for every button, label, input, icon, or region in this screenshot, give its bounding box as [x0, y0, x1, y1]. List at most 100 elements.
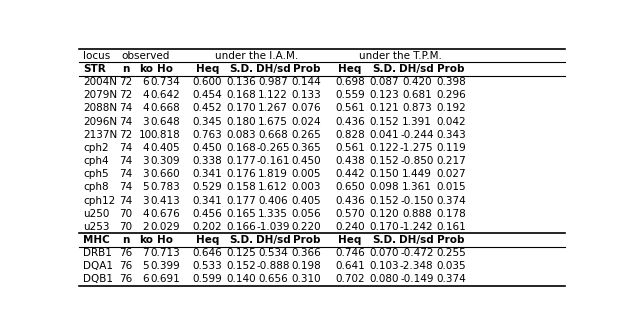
Text: 0.746: 0.746 — [335, 248, 365, 258]
Text: -0.850: -0.850 — [400, 156, 433, 166]
Text: 0.681: 0.681 — [402, 90, 431, 100]
Text: 0.642: 0.642 — [150, 90, 180, 100]
Text: 0.035: 0.035 — [436, 261, 465, 271]
Text: 0.144: 0.144 — [291, 77, 321, 87]
Text: -1.039: -1.039 — [256, 222, 290, 232]
Text: 0.120: 0.120 — [369, 209, 399, 219]
Text: 0.103: 0.103 — [369, 261, 399, 271]
Text: 1.361: 1.361 — [402, 182, 431, 192]
Text: 1.449: 1.449 — [402, 169, 431, 179]
Text: 0.070: 0.070 — [369, 248, 399, 258]
Text: 0.668: 0.668 — [258, 130, 288, 140]
Text: n: n — [122, 235, 129, 245]
Text: 0.338: 0.338 — [193, 156, 222, 166]
Text: 6: 6 — [143, 77, 149, 87]
Text: 0.763: 0.763 — [193, 130, 222, 140]
Text: 0.366: 0.366 — [291, 248, 321, 258]
Text: Prob: Prob — [293, 64, 320, 74]
Text: DQA1: DQA1 — [84, 261, 114, 271]
Text: 0.406: 0.406 — [258, 196, 288, 206]
Text: 5: 5 — [143, 261, 149, 271]
Text: 0.783: 0.783 — [150, 182, 180, 192]
Text: Heq: Heq — [338, 64, 362, 74]
Text: 0.265: 0.265 — [291, 130, 321, 140]
Text: Heq: Heq — [196, 235, 219, 245]
Text: 0.005: 0.005 — [291, 169, 321, 179]
Text: 0.570: 0.570 — [335, 209, 365, 219]
Text: 0.691: 0.691 — [150, 274, 180, 284]
Text: 0.341: 0.341 — [193, 196, 222, 206]
Text: 0.140: 0.140 — [227, 274, 256, 284]
Text: 0.529: 0.529 — [193, 182, 222, 192]
Text: DH/sd: DH/sd — [256, 64, 291, 74]
Text: -0.150: -0.150 — [400, 196, 433, 206]
Text: 0.176: 0.176 — [227, 169, 256, 179]
Text: 0.192: 0.192 — [436, 103, 466, 113]
Text: Prob: Prob — [293, 235, 320, 245]
Text: -1.275: -1.275 — [400, 143, 433, 153]
Text: Ho: Ho — [157, 64, 173, 74]
Text: 0.177: 0.177 — [227, 156, 256, 166]
Text: 3: 3 — [143, 117, 149, 127]
Text: 0.343: 0.343 — [436, 130, 466, 140]
Text: 4: 4 — [143, 143, 149, 153]
Text: -1.242: -1.242 — [400, 222, 433, 232]
Text: 74: 74 — [119, 143, 133, 153]
Text: 0.888: 0.888 — [402, 209, 431, 219]
Text: 2004N: 2004N — [84, 77, 117, 87]
Text: 0.015: 0.015 — [436, 182, 465, 192]
Text: 0.534: 0.534 — [258, 248, 288, 258]
Text: 4: 4 — [143, 209, 149, 219]
Text: 0.177: 0.177 — [227, 196, 256, 206]
Text: 0.041: 0.041 — [369, 130, 399, 140]
Text: 0.136: 0.136 — [227, 77, 256, 87]
Text: observed: observed — [121, 51, 170, 61]
Text: 74: 74 — [119, 117, 133, 127]
Text: 70: 70 — [119, 209, 133, 219]
Text: 0.080: 0.080 — [369, 274, 399, 284]
Text: 0.650: 0.650 — [335, 182, 365, 192]
Text: 0.436: 0.436 — [335, 196, 365, 206]
Text: 0.698: 0.698 — [335, 77, 365, 87]
Text: 0.702: 0.702 — [335, 274, 365, 284]
Text: -0.265: -0.265 — [256, 143, 290, 153]
Text: 0.450: 0.450 — [193, 143, 222, 153]
Text: 0.029: 0.029 — [150, 222, 180, 232]
Text: Prob: Prob — [437, 64, 465, 74]
Text: 74: 74 — [119, 156, 133, 166]
Text: 0.676: 0.676 — [150, 209, 180, 219]
Text: 0.121: 0.121 — [369, 103, 399, 113]
Text: 0.083: 0.083 — [227, 130, 256, 140]
Text: 0.656: 0.656 — [258, 274, 288, 284]
Text: 0.217: 0.217 — [436, 156, 466, 166]
Text: 4: 4 — [143, 103, 149, 113]
Text: 0.559: 0.559 — [335, 90, 365, 100]
Text: 0.399: 0.399 — [150, 261, 180, 271]
Text: 1.391: 1.391 — [402, 117, 431, 127]
Text: DH/sd: DH/sd — [399, 64, 434, 74]
Text: 74: 74 — [119, 169, 133, 179]
Text: 74: 74 — [119, 182, 133, 192]
Text: 0.734: 0.734 — [150, 77, 180, 87]
Text: locus: locus — [84, 51, 111, 61]
Text: under the I.A.M.: under the I.A.M. — [215, 51, 298, 61]
Text: 0.178: 0.178 — [436, 209, 466, 219]
Text: 0.076: 0.076 — [291, 103, 321, 113]
Text: -0.149: -0.149 — [400, 274, 433, 284]
Text: 3: 3 — [143, 196, 149, 206]
Text: 0.161: 0.161 — [436, 222, 466, 232]
Text: 0.168: 0.168 — [227, 90, 256, 100]
Text: 0.202: 0.202 — [193, 222, 222, 232]
Text: 0.454: 0.454 — [193, 90, 222, 100]
Text: 0.296: 0.296 — [436, 90, 466, 100]
Text: 0.003: 0.003 — [291, 182, 321, 192]
Text: 0.133: 0.133 — [291, 90, 321, 100]
Text: 74: 74 — [119, 196, 133, 206]
Text: DH/sd: DH/sd — [399, 235, 434, 245]
Text: under the T.P.M.: under the T.P.M. — [359, 51, 442, 61]
Text: 0.150: 0.150 — [369, 169, 399, 179]
Text: cph2: cph2 — [84, 143, 109, 153]
Text: cph8: cph8 — [84, 182, 109, 192]
Text: 0.168: 0.168 — [227, 143, 256, 153]
Text: 0.119: 0.119 — [436, 143, 466, 153]
